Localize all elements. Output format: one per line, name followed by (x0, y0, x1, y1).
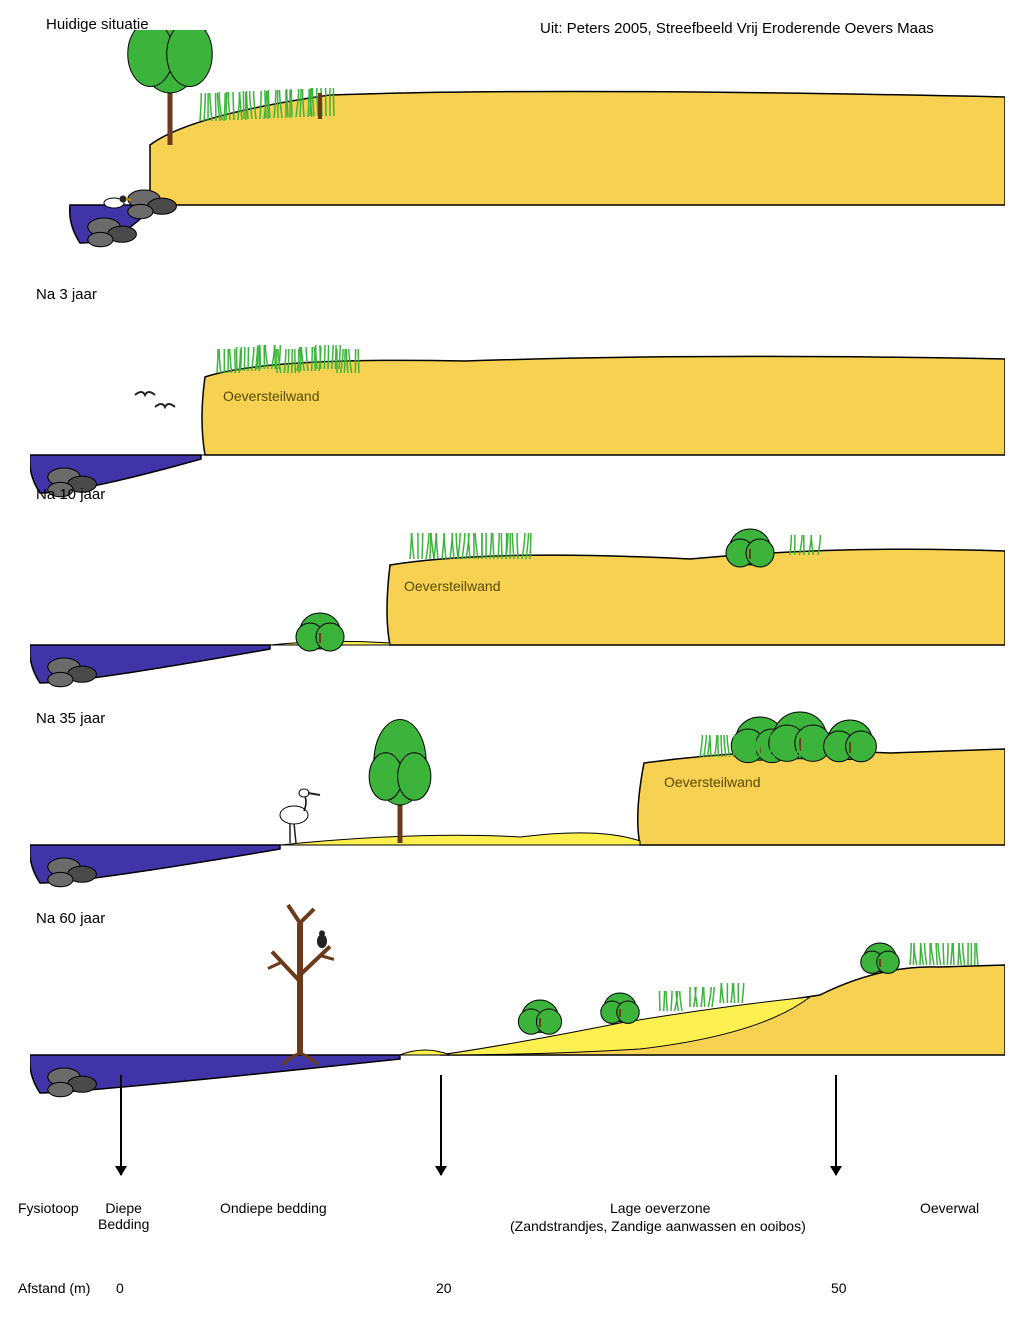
fys-diepe: Diepe Bedding (98, 1200, 149, 1232)
time-label-2: Na 10 jaar (36, 486, 105, 503)
afstand-tick-0: 0 (116, 1280, 124, 1296)
wall-label-2: Oeversteilwand (404, 578, 501, 594)
fys-lage-1: Lage oeverzone (610, 1200, 710, 1216)
zone-arrow-0 (120, 1075, 122, 1175)
fys-lage-2: (Zandstrandjes, Zandige aanwassen en ooi… (510, 1218, 806, 1234)
wall-label-1: Oeversteilwand (223, 388, 320, 404)
time-label-4: Na 60 jaar (36, 910, 105, 927)
afstand-tick-1: 20 (436, 1280, 452, 1296)
fysiotoop-header: Fysiotoop (18, 1200, 79, 1216)
zone-arrow-1 (440, 1075, 442, 1175)
wall-label-3: Oeversteilwand (664, 774, 761, 790)
time-label-1: Na 3 jaar (36, 286, 97, 303)
afstand-tick-2: 50 (831, 1280, 847, 1296)
fys-oeverwal: Oeverwal (920, 1200, 979, 1216)
time-label-3: Na 35 jaar (36, 710, 105, 727)
afstand-header: Afstand (m) (18, 1280, 90, 1296)
fys-ondiepe: Ondiepe bedding (220, 1200, 327, 1216)
zone-arrow-2 (835, 1075, 837, 1175)
